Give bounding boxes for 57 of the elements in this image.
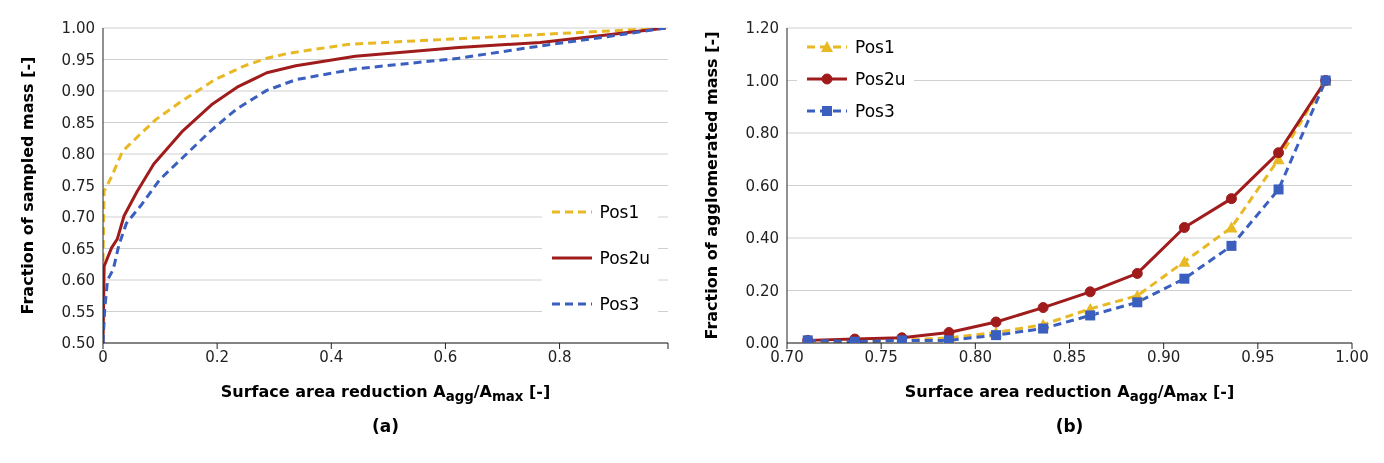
text: (b) — [1054, 416, 1085, 436]
y-tick-label: 0.90 — [61, 82, 95, 101]
point — [943, 335, 954, 343]
y-tick-label: 0.70 — [61, 208, 95, 227]
point — [1037, 302, 1049, 314]
y-tick-label: 0.20 — [745, 281, 779, 300]
legend-label: Pos1 — [599, 202, 640, 222]
text: (a) — [371, 416, 400, 436]
x-tick-label: 0.90 — [1146, 347, 1181, 366]
y-tick-label: 1.00 — [61, 19, 95, 38]
y-tick-label: 0.65 — [61, 239, 95, 258]
point — [1225, 193, 1237, 205]
y-tick-label: 1.00 — [745, 71, 779, 90]
x-tick-label: 1.00 — [1335, 347, 1369, 366]
point — [1226, 240, 1237, 251]
y-axis-title: Fraction of agglomerated mass [-] — [702, 31, 722, 340]
y-tick-label: 0.85 — [61, 113, 95, 132]
point — [1084, 286, 1096, 298]
legend-label: Pos3 — [599, 294, 640, 314]
y-tick-label: 0.40 — [745, 229, 779, 248]
x-tick-label: 0.75 — [864, 347, 898, 366]
point — [990, 316, 1002, 328]
point — [991, 330, 1002, 341]
y-tick-label: 0.60 — [61, 271, 95, 290]
point — [1225, 221, 1238, 233]
y-tick-label: 0.50 — [61, 334, 95, 353]
legend-label: Pos2u — [599, 248, 650, 268]
x-tick-label: 0.85 — [1052, 347, 1087, 366]
y-tick-label: 0.75 — [61, 176, 95, 195]
x-tick-label: 0.6 — [433, 347, 458, 366]
point — [1131, 267, 1143, 279]
point — [1085, 310, 1096, 321]
point — [1273, 147, 1285, 159]
x-tick-label: 0.2 — [205, 347, 230, 366]
y-tick-label: 0.80 — [745, 124, 779, 143]
y-tick-label: 0.80 — [61, 145, 95, 164]
legend-label: Pos2u — [855, 69, 906, 89]
y-tick-label: 0.55 — [61, 302, 95, 321]
x-tick-label: 0.95 — [1241, 347, 1275, 366]
x-tick-label: 0.4 — [319, 347, 344, 366]
x-tick-label: 0 — [98, 347, 108, 366]
y-tick-label: 0.95 — [61, 50, 95, 69]
legend-label: Pos1 — [855, 37, 895, 57]
point — [1132, 297, 1143, 308]
legend-label: Pos3 — [855, 101, 895, 121]
point — [1179, 273, 1190, 284]
point — [1178, 255, 1191, 267]
y-axis-title: Fraction of sampled mass [-] — [18, 56, 38, 315]
x-axis-title: Surface area reduction A$_{agg}$/A$_{max}$ [-] — [903, 382, 1236, 405]
x-axis-title: Surface area reduction A$_{agg}$/A$_{max}$ [-] — [219, 382, 552, 405]
x-tick-label: 0.80 — [958, 347, 993, 366]
point — [1038, 323, 1049, 334]
point — [1178, 222, 1190, 233]
x-tick-label: 0.8 — [547, 347, 572, 366]
point — [1273, 184, 1284, 195]
y-tick-label: 0.60 — [745, 176, 779, 195]
y-tick-label: 1.20 — [745, 19, 779, 38]
